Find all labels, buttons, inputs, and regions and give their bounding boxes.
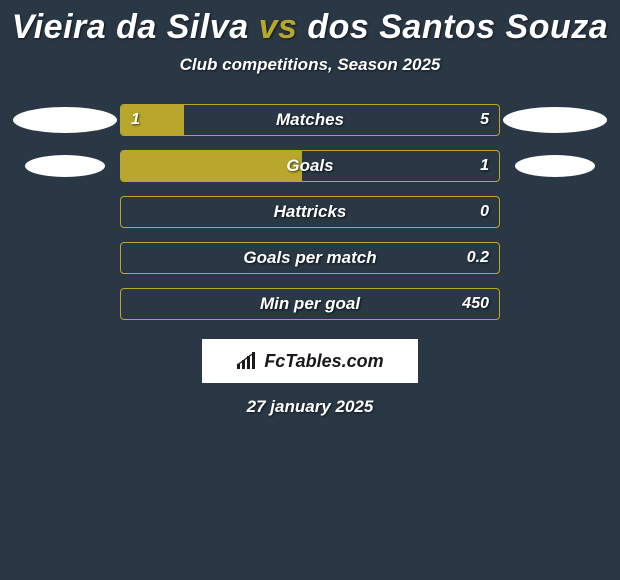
logo-text: FcTables.com	[264, 351, 383, 372]
stat-left-value: 1	[131, 105, 140, 135]
fctables-logo[interactable]: FcTables.com	[202, 339, 418, 383]
stat-label: Hattricks	[121, 197, 499, 227]
stats-rows: 1Matches5 Goals1 Hattricks0 Goals per match…	[0, 97, 620, 327]
stat-bar: Goals per match0.2	[120, 242, 500, 274]
stat-right-value: 0	[480, 197, 489, 227]
left-avatar-slot	[10, 107, 120, 133]
date-label: 27 january 2025	[0, 397, 620, 417]
player1-name: Vieira da Silva	[12, 8, 249, 46]
stat-label: Min per goal	[121, 289, 499, 319]
stat-bar-fill	[121, 151, 302, 181]
stat-bar: Min per goal450	[120, 288, 500, 320]
stat-label: Goals per match	[121, 243, 499, 273]
stat-bar: Hattricks0	[120, 196, 500, 228]
bars-icon	[236, 352, 258, 370]
vs-separator: vs	[259, 8, 298, 46]
stat-row: Min per goal450	[0, 281, 620, 327]
player1-avatar	[25, 155, 105, 177]
stat-right-value: 5	[480, 105, 489, 135]
page-title: Vieira da Silva vs dos Santos Souza	[0, 6, 620, 55]
stat-right-value: 450	[462, 289, 489, 319]
stat-row: Goals per match0.2	[0, 235, 620, 281]
stat-row: 1Matches5	[0, 97, 620, 143]
player1-avatar	[13, 107, 117, 133]
stat-row: Goals1	[0, 143, 620, 189]
comparison-card: Vieira da Silva vs dos Santos Souza Club…	[0, 0, 620, 417]
right-avatar-slot	[500, 107, 610, 133]
right-avatar-slot	[500, 155, 610, 177]
player2-avatar	[503, 107, 607, 133]
left-avatar-slot	[10, 155, 120, 177]
stat-bar: 1Matches5	[120, 104, 500, 136]
player2-name: dos Santos Souza	[307, 8, 608, 46]
subtitle: Club competitions, Season 2025	[0, 55, 620, 97]
stat-right-value: 1	[480, 151, 489, 181]
stat-row: Hattricks0	[0, 189, 620, 235]
stat-bar: Goals1	[120, 150, 500, 182]
player2-avatar	[515, 155, 595, 177]
stat-right-value: 0.2	[467, 243, 489, 273]
